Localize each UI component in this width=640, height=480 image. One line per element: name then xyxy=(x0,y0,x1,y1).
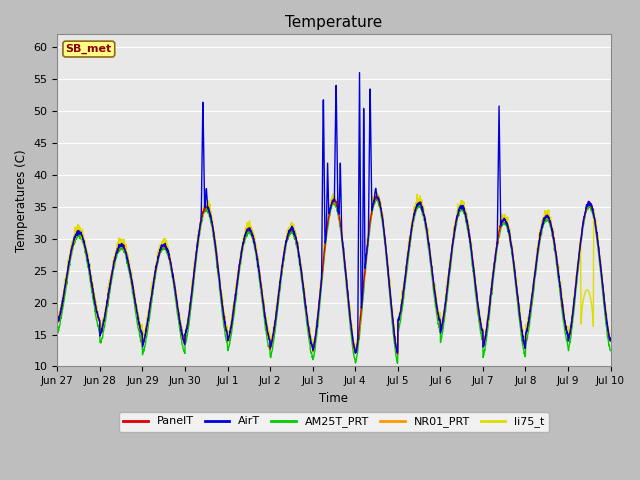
AirT xyxy=(54,318,61,324)
NR01_PRT xyxy=(602,312,610,317)
AM25T_PRT xyxy=(234,276,242,282)
li75_t xyxy=(227,319,235,324)
NR01_PRT xyxy=(394,351,401,357)
Line: AM25T_PRT: AM25T_PRT xyxy=(58,198,611,363)
AirT xyxy=(218,300,226,306)
AM25T_PRT xyxy=(607,348,614,353)
PanelT xyxy=(227,325,235,331)
NR01_PRT xyxy=(234,271,242,276)
AirT xyxy=(351,350,359,356)
li75_t xyxy=(218,292,226,298)
Line: li75_t: li75_t xyxy=(58,192,611,353)
AM25T_PRT xyxy=(526,316,534,322)
AirT xyxy=(234,272,242,278)
NR01_PRT xyxy=(372,193,380,199)
li75_t xyxy=(526,301,534,307)
Title: Temperature: Temperature xyxy=(285,15,383,30)
AM25T_PRT xyxy=(218,309,226,315)
li75_t xyxy=(234,269,242,275)
Line: NR01_PRT: NR01_PRT xyxy=(58,196,611,354)
AirT xyxy=(607,337,614,343)
PanelT xyxy=(526,308,534,314)
Y-axis label: Temperatures (C): Temperatures (C) xyxy=(15,149,28,252)
PanelT xyxy=(234,270,242,276)
li75_t xyxy=(607,335,614,340)
NR01_PRT xyxy=(607,337,614,343)
AirT xyxy=(342,275,350,280)
AirT xyxy=(526,307,534,313)
AM25T_PRT xyxy=(394,360,401,366)
NR01_PRT xyxy=(526,308,534,313)
AirT xyxy=(602,312,610,318)
AM25T_PRT xyxy=(602,322,610,328)
NR01_PRT xyxy=(227,324,235,330)
PanelT xyxy=(54,317,61,323)
PanelT xyxy=(394,351,401,357)
PanelT xyxy=(607,338,614,344)
Legend: PanelT, AirT, AM25T_PRT, NR01_PRT, li75_t: PanelT, AirT, AM25T_PRT, NR01_PRT, li75_… xyxy=(119,412,549,432)
NR01_PRT xyxy=(54,317,61,323)
AM25T_PRT xyxy=(227,333,235,339)
li75_t xyxy=(342,272,350,277)
PanelT xyxy=(218,298,226,304)
li75_t xyxy=(393,350,401,356)
PanelT xyxy=(372,193,380,199)
PanelT xyxy=(602,311,610,317)
Line: PanelT: PanelT xyxy=(58,196,611,354)
li75_t xyxy=(54,315,61,321)
AirT xyxy=(227,325,235,331)
AM25T_PRT xyxy=(372,195,380,201)
Text: SB_met: SB_met xyxy=(66,44,112,54)
Line: AirT: AirT xyxy=(58,72,611,353)
NR01_PRT xyxy=(342,275,350,281)
PanelT xyxy=(342,275,350,281)
AirT xyxy=(356,70,364,75)
AM25T_PRT xyxy=(54,329,61,335)
li75_t xyxy=(602,309,610,315)
li75_t xyxy=(373,189,381,195)
AM25T_PRT xyxy=(342,280,350,286)
X-axis label: Time: Time xyxy=(319,392,348,405)
NR01_PRT xyxy=(218,301,226,307)
